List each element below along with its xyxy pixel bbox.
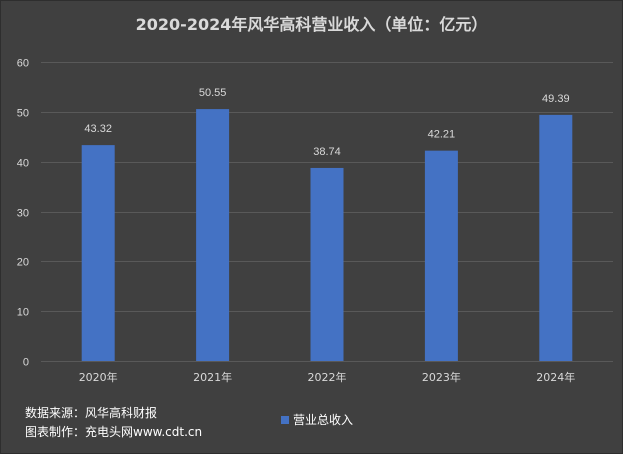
bar: [539, 114, 573, 361]
bar: [310, 167, 344, 361]
data-label: 43.32: [84, 123, 112, 135]
bar: [424, 150, 458, 361]
bars: [81, 109, 573, 361]
data-label: 50.55: [199, 87, 227, 99]
data-labels: 43.32 50.55 38.74 42.21 49.39: [84, 87, 569, 158]
data-label: 49.39: [542, 93, 570, 105]
legend: 营业总收入: [281, 411, 353, 428]
x-tick-label: 2020年: [79, 370, 118, 384]
y-tick-label: 0: [23, 357, 29, 369]
y-tick-label: 20: [17, 257, 29, 269]
data-label: 38.74: [313, 146, 341, 158]
y-tick-label: 50: [17, 108, 29, 120]
bar: [196, 109, 230, 361]
x-axis-ticks: 2020年 2021年 2022年 2023年 2024年: [79, 370, 576, 384]
legend-swatch: [281, 415, 289, 424]
x-tick-label: 2022年: [308, 370, 347, 384]
x-tick-label: 2024年: [536, 370, 575, 384]
legend-label: 营业总收入: [293, 413, 354, 427]
data-label: 42.21: [428, 129, 456, 141]
x-tick-label: 2021年: [193, 370, 232, 384]
y-axis-ticks: 0 10 20 30 40 50 60: [17, 58, 29, 369]
x-tick-label: 2023年: [422, 370, 461, 384]
y-tick-label: 10: [17, 307, 29, 319]
chart-title: 2020-2024年风华高科营业收入（单位：亿元）: [135, 15, 488, 34]
bar: [81, 145, 115, 361]
y-tick-label: 30: [17, 208, 29, 220]
chart-credit-note: 图表制作：充电头网www.cdt.cn: [25, 425, 203, 439]
y-tick-label: 60: [17, 58, 29, 70]
data-source-note: 数据来源：风华高科财报: [25, 406, 158, 420]
y-tick-label: 40: [17, 158, 29, 170]
